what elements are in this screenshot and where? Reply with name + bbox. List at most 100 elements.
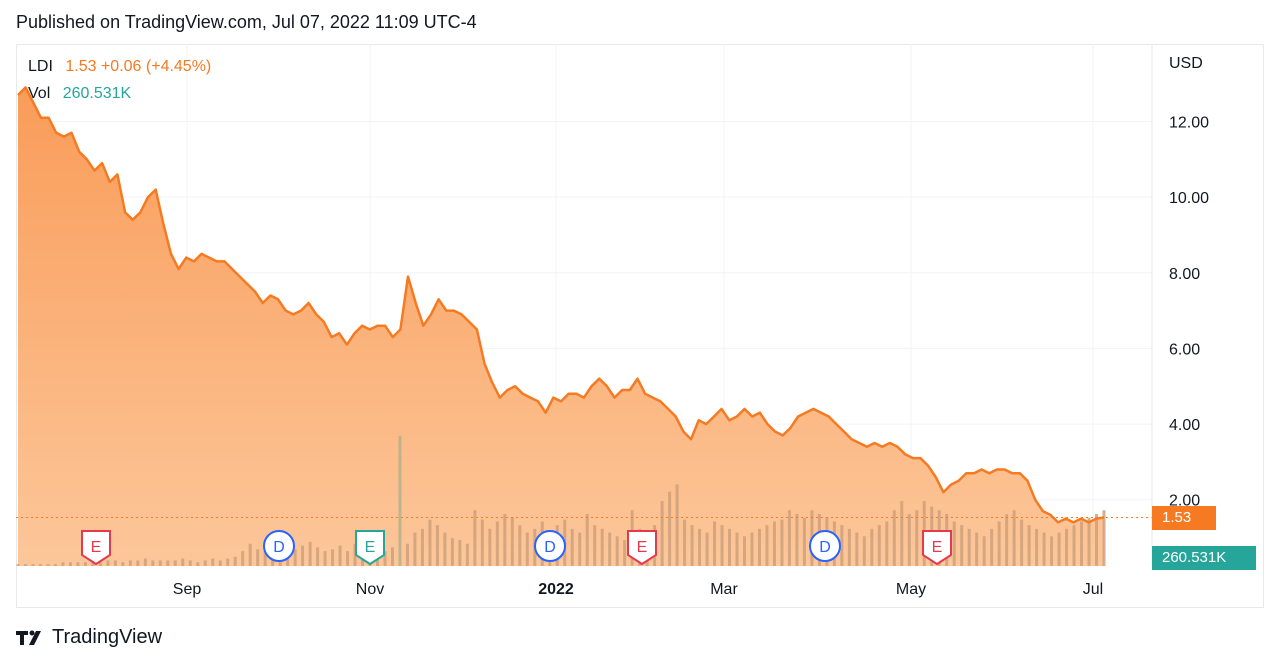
volume-bar: [892, 510, 896, 566]
volume-bar: [1005, 514, 1009, 566]
volume-bar: [1042, 532, 1046, 566]
volume-bar: [975, 532, 979, 566]
volume-bar: [1012, 510, 1016, 566]
volume-bar: [143, 558, 147, 566]
volume-bar: [301, 545, 305, 566]
footer-brand: TradingView: [52, 626, 163, 648]
volume-bar: [1020, 519, 1024, 566]
volume-bar: [488, 528, 492, 566]
volume-bar: [907, 514, 911, 566]
volume-bar: [915, 510, 919, 566]
volume-bar: [16, 564, 20, 566]
volume-bar: [1080, 521, 1084, 566]
volume-bar: [241, 551, 245, 566]
volume-bar: [608, 532, 612, 566]
volume-bar: [713, 521, 717, 566]
volume-bar: [690, 525, 694, 566]
volume-bar: [623, 540, 627, 566]
volume-bar: [158, 560, 162, 566]
volume-bar: [675, 484, 679, 566]
legend-price-row: LDI 1.53 +0.06 (+4.45%): [28, 58, 211, 76]
volume-bar: [1027, 525, 1031, 566]
volume-bar: [450, 538, 454, 566]
volume-bar: [720, 525, 724, 566]
volume-bar: [1087, 517, 1091, 566]
volume-bar: [203, 560, 207, 566]
y-tick-label: 12.00: [1169, 114, 1209, 131]
volume-bar: [390, 547, 394, 566]
dividend-marker-label: D: [819, 539, 831, 556]
y-tick-label: 8.00: [1169, 266, 1200, 283]
earnings-marker-label: E: [637, 539, 648, 556]
volume-bar: [847, 528, 851, 566]
volume-bar: [510, 517, 514, 566]
x-tick-label: Nov: [356, 581, 384, 598]
volume-bar: [765, 525, 769, 566]
volume-bar: [982, 536, 986, 566]
earnings-marker: [81, 530, 111, 566]
earnings-marker-label: E: [365, 539, 376, 556]
volume-bar: [750, 532, 754, 566]
volume-bar: [31, 564, 35, 566]
volume-bar: [308, 541, 312, 566]
volume-bar: [173, 560, 177, 566]
volume-bar: [1065, 528, 1069, 566]
volume-bar: [840, 525, 844, 566]
volume-bar: [331, 549, 335, 566]
legend-volume-row: Vol 260.531K: [28, 85, 131, 103]
volume-bar: [570, 528, 574, 566]
volume-bar: [952, 521, 956, 566]
volume-bar: [728, 528, 732, 566]
volume-bar: [53, 564, 57, 566]
volume-bar: [593, 525, 597, 566]
volume-bar: [113, 560, 117, 566]
legend-change-pct: (+4.45%): [145, 58, 212, 75]
volume-bar: [346, 551, 350, 566]
volume-bar: [683, 519, 687, 566]
volume-bar: [735, 532, 739, 566]
volume-bar: [518, 525, 522, 566]
volume-bar: [420, 528, 424, 566]
volume-bar: [428, 519, 432, 566]
volume-bar: [196, 562, 200, 566]
volume-bar: [46, 564, 50, 566]
volume-bar: [151, 560, 155, 566]
x-tick-label: Mar: [710, 581, 738, 598]
volume-bar: [136, 560, 140, 566]
dividend-marker-label: D: [544, 539, 556, 556]
volume-bar: [870, 528, 874, 566]
x-tick-label: Sep: [173, 581, 202, 598]
volume-bar: [780, 519, 784, 566]
legend-price: 1.53: [65, 58, 97, 75]
volume-bar: [525, 532, 529, 566]
volume-bar: [967, 528, 971, 566]
volume-bar: [997, 521, 1001, 566]
volume-bar: [600, 528, 604, 566]
volume-bar: [578, 532, 582, 566]
earnings-marker-label: E: [932, 539, 943, 556]
volume-bar: [802, 517, 806, 566]
price-area: [18, 87, 1104, 567]
legend-vol-value: 260.531K: [62, 85, 132, 102]
volume-bar: [495, 521, 499, 566]
earnings-marker: [627, 530, 657, 566]
last-volume-badge: 260.531K: [1152, 546, 1256, 570]
volume-bar: [473, 510, 477, 566]
volume-bar: [128, 560, 132, 566]
volume-bar: [458, 540, 462, 566]
y-tick-label: 2.00: [1169, 493, 1200, 510]
volume-bar: [787, 510, 791, 566]
volume-bar: [668, 491, 672, 566]
volume-bar: [435, 525, 439, 566]
legend-vol-label: Vol: [28, 85, 51, 102]
volume-bar: [181, 558, 185, 566]
dividend-marker-label: D: [273, 539, 285, 556]
volume-bar: [218, 560, 222, 566]
volume-bar: [1050, 536, 1054, 566]
volume-bar: [503, 514, 507, 566]
volume-bar: [900, 501, 904, 566]
x-tick-label: May: [896, 581, 926, 598]
volume-bar: [705, 532, 709, 566]
volume-bar: [990, 528, 994, 566]
